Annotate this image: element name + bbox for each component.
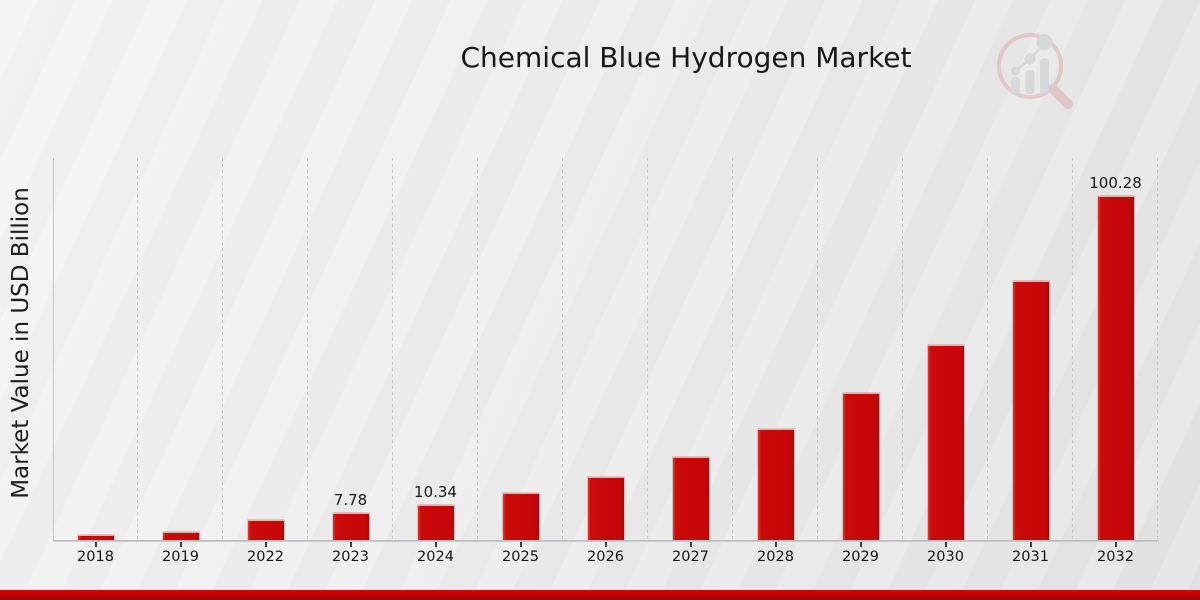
- footer-accent-bar: [0, 589, 1200, 600]
- x-axis-tick: [349, 542, 352, 547]
- bar-cell: [138, 158, 223, 540]
- x-axis-tick: [689, 542, 692, 547]
- bar-2024: [417, 504, 454, 540]
- bar-cell: [733, 158, 818, 540]
- x-tick-label-2026: 2026: [587, 549, 624, 565]
- bar-value-label: 7.78: [333, 491, 368, 510]
- bar-cell: 10.34: [393, 158, 478, 540]
- x-axis-tick: [264, 542, 267, 547]
- grid-line: [562, 158, 563, 540]
- x-axis-tick: [774, 542, 777, 547]
- bar-2026: [587, 477, 624, 540]
- x-tick-label-2024: 2024: [417, 549, 454, 565]
- bar-value-label: 100.28: [1089, 173, 1142, 192]
- bar-2027: [672, 456, 709, 540]
- bar-cell: [988, 158, 1073, 540]
- x-axis-line: [53, 540, 1159, 542]
- grid-line: [732, 158, 733, 540]
- x-axis-tick: [944, 542, 947, 547]
- grid-line: [1157, 158, 1158, 540]
- bar-2030: [927, 344, 964, 540]
- x-tick-label-2028: 2028: [757, 549, 794, 565]
- bar-cell: 7.78: [308, 158, 393, 540]
- bar-2019: [162, 531, 199, 540]
- grid-line: [137, 158, 138, 540]
- x-tick-label-2025: 2025: [502, 549, 539, 565]
- x-tick-label-2018: 2018: [77, 549, 114, 565]
- bar-cell: [478, 158, 563, 540]
- bar-2018: [77, 534, 114, 540]
- bar-2023: [332, 513, 369, 540]
- x-tick-label-2029: 2029: [842, 549, 879, 565]
- magnifier-bar-chart-logo-icon: [997, 33, 1073, 109]
- x-tick-label-2022: 2022: [247, 549, 284, 565]
- bar-cell: [818, 158, 903, 540]
- plot-area: 7.78 10.34 100.28: [53, 158, 1158, 540]
- y-axis-title: Market Value in USD Billion: [8, 187, 34, 499]
- x-tick-label-2027: 2027: [672, 549, 709, 565]
- bar-cell: [223, 158, 308, 540]
- bar-cell: [563, 158, 648, 540]
- grid-line: [307, 158, 308, 540]
- x-tick-label-2019: 2019: [162, 549, 199, 565]
- grid-line: [902, 158, 903, 540]
- bar-2029: [842, 393, 879, 540]
- bar-2032: [1097, 195, 1134, 540]
- grid-line: [222, 158, 223, 540]
- x-tick-label-2031: 2031: [1012, 549, 1049, 565]
- bar-2022: [247, 519, 284, 540]
- bar-2028: [757, 429, 794, 540]
- bar-2025: [502, 492, 539, 540]
- grid-line: [1072, 158, 1073, 540]
- x-axis-tick: [434, 542, 437, 547]
- grid-line: [647, 158, 648, 540]
- x-tick-label-2030: 2030: [927, 549, 964, 565]
- bar-value-label: 10.34: [414, 482, 457, 501]
- grid-line: [817, 158, 818, 540]
- x-tick-label-2023: 2023: [332, 549, 369, 565]
- chart-title: Chemical Blue Hydrogen Market: [460, 41, 912, 74]
- y-axis-line: [53, 158, 54, 540]
- x-axis-tick: [179, 542, 182, 547]
- x-tick-label-2032: 2032: [1097, 549, 1134, 565]
- x-axis-tick: [1029, 542, 1032, 547]
- x-axis-tick: [519, 542, 522, 547]
- bar-cell: [53, 158, 138, 540]
- x-axis-tick: [604, 542, 607, 547]
- grid-line: [477, 158, 478, 540]
- x-axis-tick: [1114, 542, 1117, 547]
- x-axis-tick: [859, 542, 862, 547]
- bar-cell: 100.28: [1073, 158, 1158, 540]
- bar-cell: [648, 158, 733, 540]
- grid-line: [987, 158, 988, 540]
- grid-line: [392, 158, 393, 540]
- bar-cell: [903, 158, 988, 540]
- bar-2031: [1012, 280, 1049, 540]
- x-axis-tick: [94, 542, 97, 547]
